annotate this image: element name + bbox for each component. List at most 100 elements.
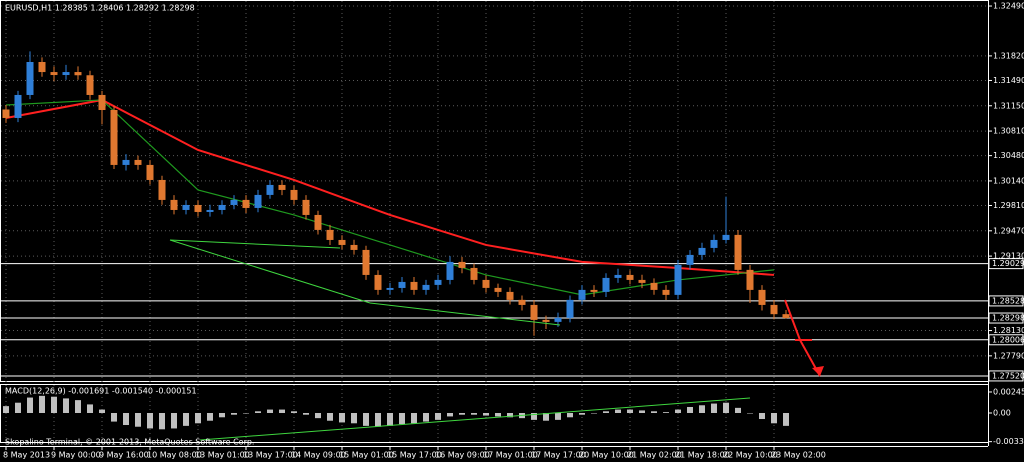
arrow-head — [812, 366, 824, 376]
candle-body — [422, 284, 430, 290]
macd-bar — [63, 398, 69, 413]
macd-bar — [75, 400, 81, 413]
candle-body — [302, 199, 310, 215]
macd-bar — [135, 413, 141, 427]
candle-body — [26, 61, 34, 95]
chart-title: EURUSD,H1 1.28385 1.28406 1.28292 1.2829… — [5, 4, 195, 13]
candle-body — [458, 261, 466, 268]
y-tick-label: 1.30140 — [993, 176, 1024, 185]
candle-body — [110, 110, 118, 165]
macd-bar — [495, 413, 501, 417]
candle-body — [74, 72, 82, 76]
macd-bar — [675, 409, 681, 413]
candle-body — [626, 274, 634, 280]
trend-line — [169, 239, 341, 249]
candle-body — [290, 189, 298, 200]
candle-body — [326, 229, 334, 240]
macd-bar — [243, 413, 249, 414]
y-tick-label: 1.30480 — [993, 151, 1024, 160]
candle-body — [530, 304, 538, 320]
candle-body — [218, 204, 226, 210]
y-tick-label: 1.30810 — [993, 127, 1024, 136]
candle-body — [386, 287, 394, 290]
y-tick-label: 1.29130 — [993, 252, 1024, 261]
candle-body — [278, 184, 286, 190]
macd-bar — [543, 413, 549, 421]
candle-body — [698, 247, 706, 255]
candle-body — [362, 249, 370, 275]
candle-body — [746, 269, 754, 290]
macd-trend-line — [199, 397, 751, 441]
candle-body — [722, 234, 730, 240]
candle-body — [158, 179, 166, 200]
y-tick-label: 1.31150 — [993, 101, 1024, 110]
candle-body — [674, 264, 682, 295]
x-tick-label: 16 May 09:00 — [435, 451, 490, 460]
candle-body — [50, 72, 58, 76]
candle-body — [518, 299, 526, 305]
indicator-title: MACD(12,26,9) -0.001691 -0.001540 -0.000… — [5, 387, 197, 396]
macd-bar — [39, 395, 45, 413]
candle-body — [434, 279, 442, 285]
macd-bar — [51, 396, 57, 413]
y-tick-label: 0.00245 — [993, 387, 1024, 396]
candle-body — [482, 279, 490, 288]
y-tick-label: 1.29470 — [993, 226, 1024, 235]
moving-average — [5, 98, 775, 276]
macd-bar — [351, 413, 357, 424]
macd-bar — [219, 413, 225, 418]
level-label-box — [988, 258, 1024, 270]
macd-bar — [747, 413, 753, 414]
macd-bar — [279, 409, 285, 413]
macd-bar — [363, 413, 369, 426]
macd-bar — [567, 413, 573, 418]
candle-body — [554, 317, 562, 322]
level-label-box — [988, 312, 1024, 324]
main-panel — [0, 0, 989, 382]
x-tick-label: 13 May 17:00 — [243, 451, 298, 460]
candle-body — [446, 261, 454, 280]
macd-bar — [207, 413, 213, 421]
y-tick-label: 1.27790 — [993, 351, 1024, 360]
macd-bar — [783, 413, 789, 426]
candle-body — [566, 299, 574, 318]
level-label: 1.27520 — [992, 371, 1024, 380]
x-tick-label: 13 May 01:00 — [195, 451, 250, 460]
macd-bar — [531, 413, 537, 420]
candle-body — [254, 194, 262, 208]
trend-line — [369, 302, 561, 326]
macd-bar — [759, 413, 765, 420]
candle-body — [542, 319, 550, 322]
level-label: 1.28298 — [992, 314, 1024, 323]
candle-body — [578, 289, 586, 300]
macd-bar — [555, 413, 561, 420]
x-tick-label: 14 May 09:00 — [291, 451, 346, 460]
candle-body — [350, 244, 358, 250]
macd-bar — [87, 404, 93, 413]
x-tick-label: 15 May 17:00 — [387, 451, 442, 460]
candle-body — [62, 72, 70, 76]
macd-bar — [123, 413, 129, 426]
macd-bar — [471, 413, 477, 415]
macd-bar — [27, 397, 33, 413]
y-tick-label: 1.32490 — [993, 2, 1024, 11]
level-label-box — [988, 370, 1024, 382]
x-tick-label: 21 May 02:00 — [627, 451, 682, 460]
x-tick-label: 23 May 02:00 — [771, 451, 826, 460]
moving-average — [5, 99, 775, 296]
macd-bar — [771, 413, 777, 424]
macd-bar — [447, 413, 453, 417]
macd-bar — [303, 413, 309, 415]
macd-bar — [687, 406, 693, 413]
candle-body — [314, 214, 322, 230]
candle-body — [170, 199, 178, 210]
x-tick-label: 15 May 01:00 — [339, 451, 394, 460]
plot — [1, 1, 992, 450]
macd-bar — [399, 413, 405, 425]
macd-bar — [15, 402, 21, 413]
macd-bar — [231, 413, 237, 415]
x-tick-label: 17 May 17:00 — [531, 451, 586, 460]
candle-body — [38, 61, 46, 73]
candle-body — [638, 279, 646, 283]
